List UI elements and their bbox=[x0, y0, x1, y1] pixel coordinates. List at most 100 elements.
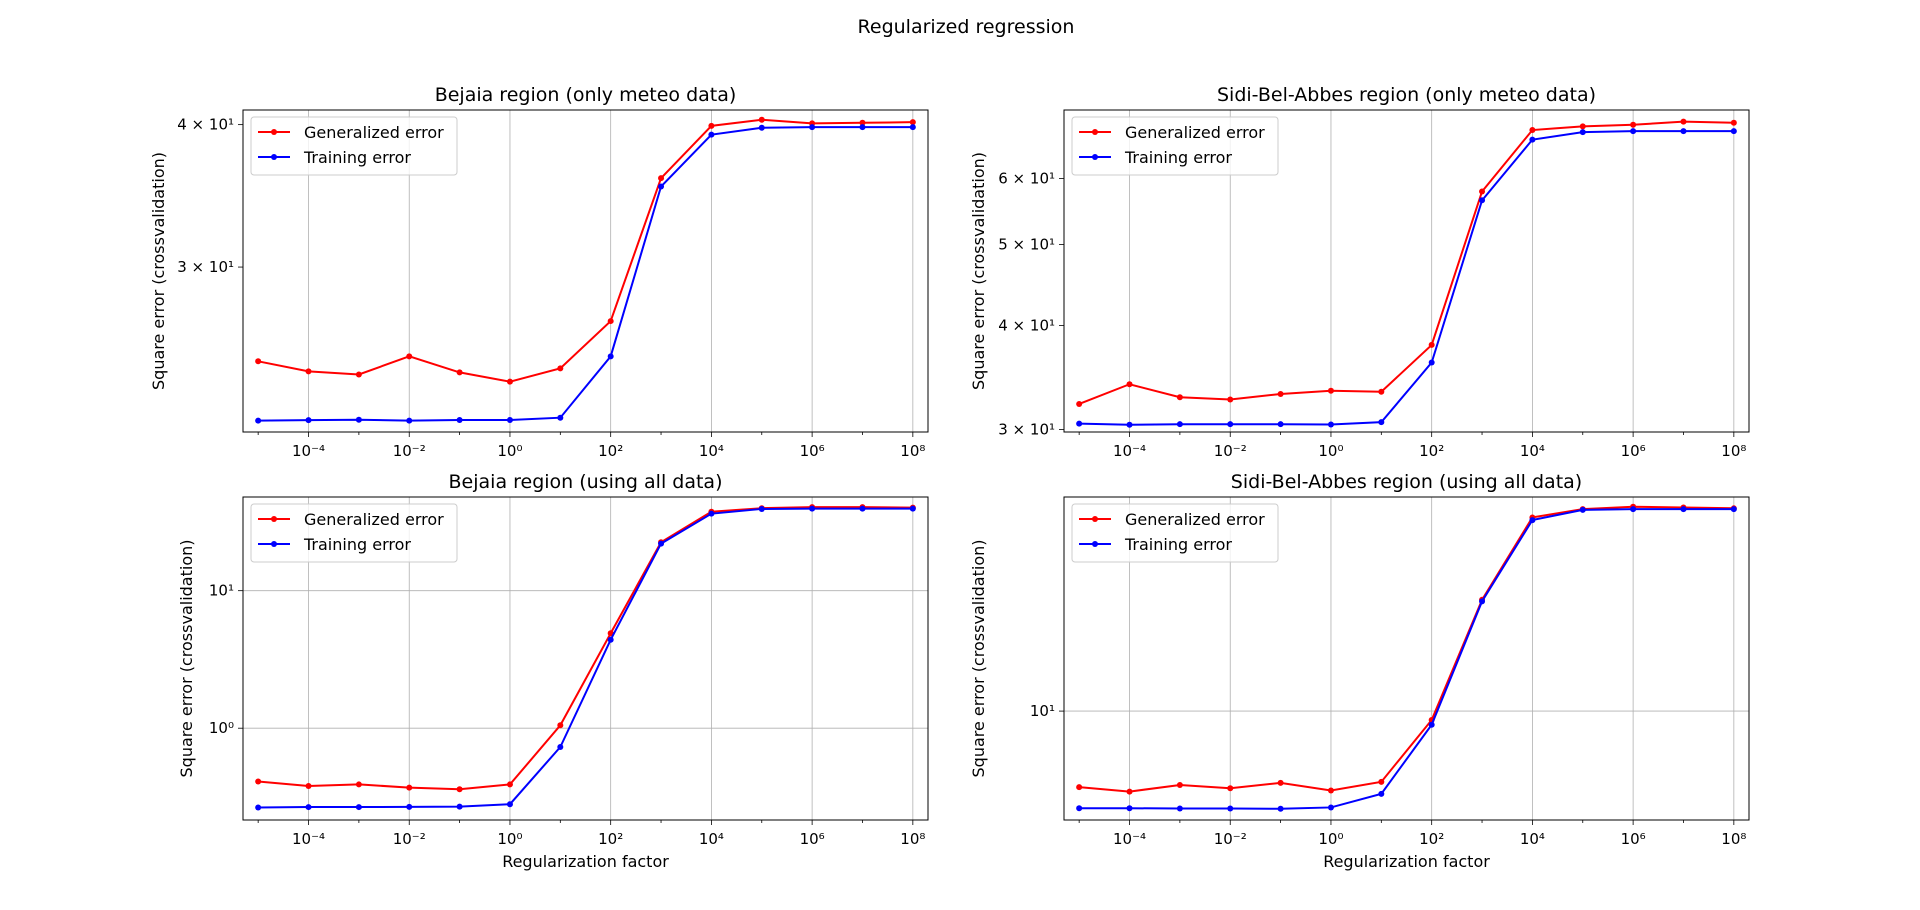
subplot-title: Sidi-Bel-Abbes region (only meteo data) bbox=[1217, 84, 1596, 106]
data-point bbox=[1176, 781, 1183, 788]
data-point bbox=[456, 369, 463, 376]
data-point bbox=[758, 116, 765, 123]
y-axis-label: Square error (crossvalidation) bbox=[969, 152, 988, 390]
data-point bbox=[1277, 421, 1284, 428]
data-point bbox=[1176, 421, 1183, 428]
data-point bbox=[708, 510, 715, 517]
data-point bbox=[406, 417, 413, 424]
x-tick-label: 10⁻⁴ bbox=[1113, 830, 1146, 848]
data-point bbox=[1227, 805, 1234, 812]
series-line-training-error bbox=[1079, 130, 1734, 426]
legend-label: Training error bbox=[1124, 535, 1232, 554]
data-point bbox=[1327, 387, 1334, 394]
data-point bbox=[859, 119, 866, 126]
y-tick-label: 5 × 10¹ bbox=[998, 236, 1055, 254]
data-point bbox=[255, 778, 262, 785]
data-point bbox=[406, 353, 413, 360]
legend-label: Generalized error bbox=[304, 510, 444, 529]
data-point bbox=[406, 784, 413, 791]
x-axis-label: Regularization factor bbox=[1323, 852, 1490, 871]
series-line-training-error bbox=[258, 126, 913, 422]
data-point bbox=[305, 417, 312, 424]
x-tick-label: 10⁴ bbox=[699, 442, 724, 460]
x-tick-label: 10⁴ bbox=[1520, 442, 1545, 460]
x-tick-label: 10⁰ bbox=[497, 830, 522, 848]
y-tick-label: 6 × 10¹ bbox=[998, 170, 1055, 188]
data-point bbox=[1579, 129, 1586, 136]
data-point bbox=[1076, 420, 1083, 427]
y-axis-label: Square error (crossvalidation) bbox=[149, 152, 168, 390]
subplot-4: 10⁻⁴ 10⁻² 10⁰ 10² 10⁴ 10⁶ 10⁸ 10¹ Sidi-Bel-Abbes… bbox=[969, 471, 1750, 871]
series-line-generalized-error bbox=[258, 506, 913, 791]
axes-frame bbox=[1063, 109, 1750, 433]
legend-label: Generalized error bbox=[304, 123, 444, 142]
subplot-1: 10⁻⁴ 10⁻² 10⁰ 10² 10⁴ 10⁶ 10⁸ 3 × 10¹ 4 × 10¹ Bej… bbox=[149, 84, 929, 460]
data-point bbox=[1126, 381, 1133, 388]
data-point bbox=[1277, 390, 1284, 397]
y-tick-label: 10¹ bbox=[1030, 702, 1055, 720]
x-tick-label: 10⁸ bbox=[900, 442, 925, 460]
x-tick-label: 10⁻² bbox=[1214, 442, 1247, 460]
data-point bbox=[607, 353, 614, 360]
data-point bbox=[1327, 787, 1334, 794]
data-point bbox=[355, 804, 362, 811]
legend-marker bbox=[1092, 541, 1098, 547]
data-point bbox=[1126, 788, 1133, 795]
legend-box bbox=[1071, 503, 1279, 563]
data-point bbox=[406, 803, 413, 810]
legend-marker bbox=[1092, 129, 1098, 135]
y-tick-label: 4 × 10¹ bbox=[998, 316, 1055, 334]
data-point bbox=[456, 416, 463, 423]
y-tick-label: 3 × 10¹ bbox=[998, 421, 1055, 439]
data-point bbox=[909, 505, 916, 512]
data-point bbox=[1378, 778, 1385, 785]
data-point bbox=[355, 416, 362, 423]
data-point bbox=[607, 636, 614, 643]
x-tick-label: 10² bbox=[598, 830, 623, 848]
legend-marker bbox=[1092, 154, 1098, 160]
data-point bbox=[305, 368, 312, 375]
data-point bbox=[809, 124, 816, 131]
data-point bbox=[305, 804, 312, 811]
data-point bbox=[1680, 506, 1687, 513]
data-point bbox=[1076, 400, 1083, 407]
legend-box bbox=[1071, 116, 1279, 176]
data-point bbox=[708, 131, 715, 138]
data-point bbox=[1227, 396, 1234, 403]
y-tick-label: 3 × 10¹ bbox=[177, 258, 234, 276]
figure-title: Regularized regression bbox=[858, 16, 1075, 38]
data-point bbox=[456, 786, 463, 793]
data-point bbox=[1630, 121, 1637, 128]
data-point bbox=[557, 414, 564, 421]
x-tick-label: 10² bbox=[598, 442, 623, 460]
data-point bbox=[1227, 785, 1234, 792]
data-point bbox=[305, 782, 312, 789]
y-axis-label: Square error (crossvalidation) bbox=[177, 540, 196, 778]
data-point bbox=[1327, 804, 1334, 811]
legend: Generalized error Training error bbox=[250, 116, 458, 176]
data-point bbox=[758, 505, 765, 512]
x-tick-label: 10⁸ bbox=[900, 830, 925, 848]
data-point bbox=[355, 781, 362, 788]
x-tick-label: 10⁰ bbox=[497, 442, 522, 460]
data-point bbox=[859, 505, 866, 512]
data-point bbox=[506, 378, 513, 385]
x-tick-label: 10² bbox=[1419, 830, 1444, 848]
data-point bbox=[1529, 517, 1536, 524]
data-point bbox=[1529, 136, 1536, 143]
series-line-generalized-error bbox=[257, 118, 913, 383]
data-point bbox=[506, 801, 513, 808]
series-line-training-error bbox=[1079, 508, 1734, 810]
x-tick-label: 10⁸ bbox=[1721, 442, 1746, 460]
legend-marker bbox=[271, 154, 277, 160]
legend: Generalized error Training error bbox=[1071, 116, 1279, 176]
subplot-grid: 10⁻⁴ 10⁻² 10⁰ 10² 10⁴ 10⁶ 10⁸ 3 × 10¹ 4 × 10¹ Bej… bbox=[149, 84, 1750, 871]
series-line-generalized-error bbox=[1078, 120, 1734, 405]
data-point bbox=[1730, 506, 1737, 513]
data-point bbox=[1428, 359, 1435, 366]
data-point bbox=[1176, 805, 1183, 812]
data-point bbox=[1378, 419, 1385, 426]
data-point bbox=[1428, 721, 1435, 728]
data-point bbox=[1126, 805, 1133, 812]
